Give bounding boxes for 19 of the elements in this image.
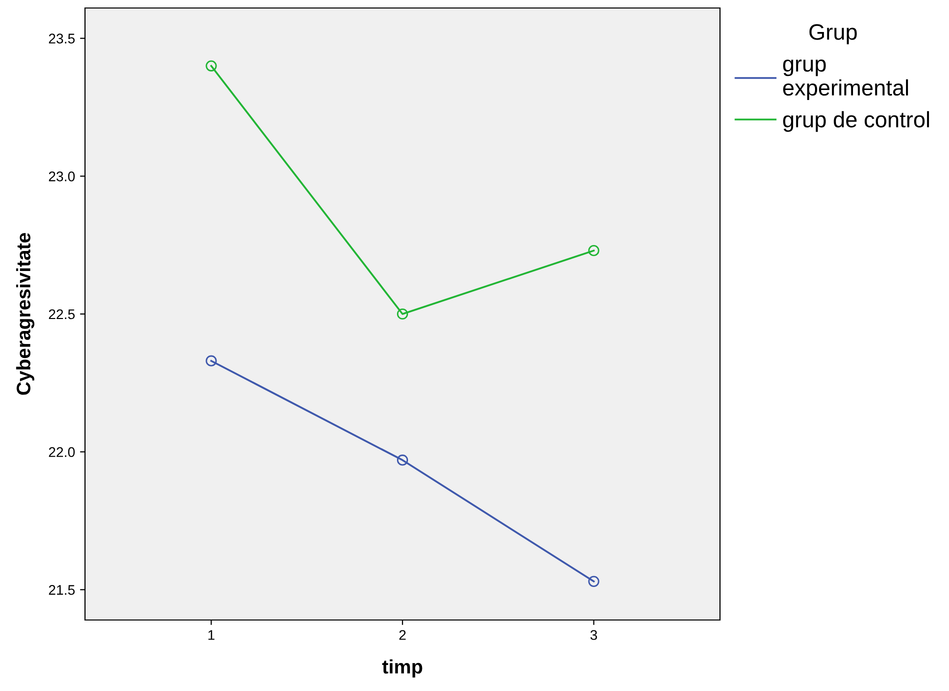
point <box>396 454 408 466</box>
point <box>588 576 600 587</box>
point <box>206 60 217 72</box>
x-axis-title: timp <box>382 659 422 678</box>
y-tick-label: 23.5 <box>48 34 75 44</box>
y-axis-title: Cyberagresivitate <box>16 233 34 395</box>
y-tick-label: 23.0 <box>48 171 75 182</box>
y-tick-label: 22.5 <box>48 309 75 320</box>
y-tick-label: 21.5 <box>48 585 75 595</box>
x-tick-label: 2 <box>399 630 406 640</box>
legend-title: Grup <box>809 24 857 44</box>
point <box>588 245 600 256</box>
x-tick-label: 1 <box>208 630 214 640</box>
point <box>206 355 217 366</box>
legend-label: grup experimental <box>783 60 908 100</box>
x-tick-label: 3 <box>590 630 598 640</box>
point <box>396 308 408 320</box>
y-tick-label: 22.0 <box>48 447 75 458</box>
legend-label: grup de control <box>783 111 929 132</box>
